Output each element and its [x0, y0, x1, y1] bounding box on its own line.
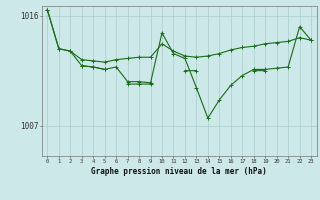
X-axis label: Graphe pression niveau de la mer (hPa): Graphe pression niveau de la mer (hPa) — [91, 167, 267, 176]
